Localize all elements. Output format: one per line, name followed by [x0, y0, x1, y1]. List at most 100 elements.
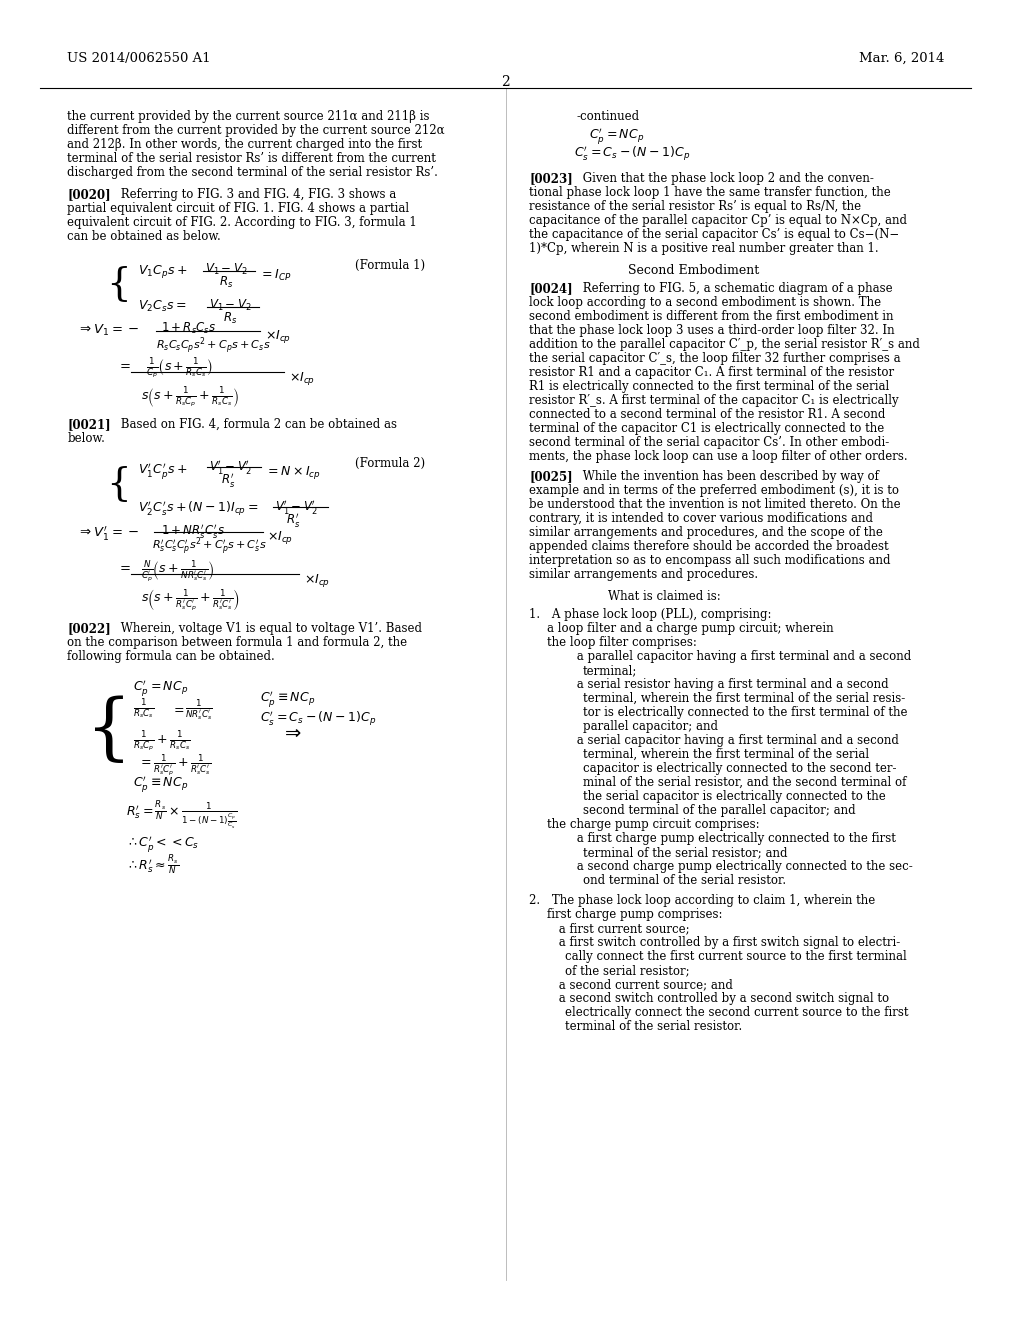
Text: [0021]: [0021] — [68, 418, 111, 432]
Text: the serial capacitor is electrically connected to the: the serial capacitor is electrically con… — [583, 789, 886, 803]
Text: $= I_{CP}$: $= I_{CP}$ — [259, 268, 291, 282]
Text: the charge pump circuit comprises:: the charge pump circuit comprises: — [547, 818, 760, 832]
Text: that the phase lock loop 3 uses a third-order loop filter 32. In: that the phase lock loop 3 uses a third-… — [529, 323, 895, 337]
Text: $R_s^{\prime}$: $R_s^{\prime}$ — [221, 471, 236, 488]
Text: Mar. 6, 2014: Mar. 6, 2014 — [859, 51, 944, 65]
Text: ments, the phase lock loop can use a loop filter of other orders.: ments, the phase lock loop can use a loo… — [529, 450, 908, 463]
Text: tional phase lock loop 1 have the same transfer function, the: tional phase lock loop 1 have the same t… — [529, 186, 891, 199]
Text: the current provided by the current source 211α and 211β is: the current provided by the current sour… — [68, 110, 430, 123]
Text: can be obtained as below.: can be obtained as below. — [68, 230, 221, 243]
Text: (Formula 1): (Formula 1) — [354, 259, 425, 272]
Text: appended claims therefore should be accorded the broadest: appended claims therefore should be acco… — [529, 540, 889, 553]
Text: {: { — [106, 265, 131, 302]
Text: a second current source; and: a second current source; and — [547, 978, 733, 991]
Text: a first current source;: a first current source; — [547, 921, 690, 935]
Text: $V_2 C_s s =$: $V_2 C_s s =$ — [138, 300, 186, 314]
Text: [0023]: [0023] — [529, 172, 573, 185]
Text: $R_s^{\prime} = \frac{R_s}{N} \times \frac{1}{1-(N-1)\frac{C_p}{C_s}}$: $R_s^{\prime} = \frac{R_s}{N} \times \fr… — [126, 799, 238, 830]
Text: a second charge pump electrically connected to the sec-: a second charge pump electrically connec… — [565, 861, 912, 873]
Text: Referring to FIG. 5, a schematic diagram of a phase: Referring to FIG. 5, a schematic diagram… — [570, 282, 893, 294]
Text: a serial resistor having a first terminal and a second: a serial resistor having a first termina… — [565, 678, 889, 690]
Text: terminal of the capacitor C1 is electrically connected to the: terminal of the capacitor C1 is electric… — [529, 422, 885, 436]
Text: partial equivalent circuit of FIG. 1. FIG. 4 shows a partial: partial equivalent circuit of FIG. 1. FI… — [68, 202, 410, 215]
Text: on the comparison between formula 1 and formula 2, the: on the comparison between formula 1 and … — [68, 636, 408, 649]
Text: $V_1^{\prime} C_p^{\prime} s +$: $V_1^{\prime} C_p^{\prime} s +$ — [138, 461, 187, 480]
Text: 1. A phase lock loop (PLL), comprising:: 1. A phase lock loop (PLL), comprising: — [529, 609, 772, 620]
Text: resistor R′_s. A first terminal of the capacitor C₁ is electrically: resistor R′_s. A first terminal of the c… — [529, 393, 899, 407]
Text: 2. The phase lock loop according to claim 1, wherein the: 2. The phase lock loop according to clai… — [529, 894, 876, 907]
Text: $\times I_{cp}$: $\times I_{cp}$ — [266, 529, 293, 546]
Text: a first switch controlled by a first switch signal to electri-: a first switch controlled by a first swi… — [547, 936, 900, 949]
Text: following formula can be obtained.: following formula can be obtained. — [68, 649, 274, 663]
Text: $1 + NR_s^{\prime} C_s^{\prime} s$: $1 + NR_s^{\prime} C_s^{\prime} s$ — [161, 521, 225, 540]
Text: $R_s^{\prime} C_s^{\prime} C_p^{\prime} s^2 + C_p^{\prime} s + C_s^{\prime} s$: $R_s^{\prime} C_s^{\prime} C_p^{\prime} … — [153, 536, 266, 558]
Text: $=$: $=$ — [171, 702, 184, 715]
Text: Second Embodiment: Second Embodiment — [628, 264, 760, 277]
Text: $\frac{1}{NR_s^{\prime} C_s^{\prime}}$: $\frac{1}{NR_s^{\prime} C_s^{\prime}}$ — [184, 698, 212, 723]
Text: While the invention has been described by way of: While the invention has been described b… — [570, 470, 879, 483]
Text: below.: below. — [68, 432, 105, 445]
Text: -continued: -continued — [577, 110, 640, 123]
Text: and 212β. In other words, the current charged into the first: and 212β. In other words, the current ch… — [68, 139, 422, 150]
Text: $C_p^{\prime} \equiv NC_p$: $C_p^{\prime} \equiv NC_p$ — [133, 774, 188, 793]
Text: $\times I_{cp}$: $\times I_{cp}$ — [290, 370, 315, 387]
Text: $\Rightarrow V_1 = -$: $\Rightarrow V_1 = -$ — [77, 323, 139, 338]
Text: $C_s^{\prime} = C_s - (N-1)C_p$: $C_s^{\prime} = C_s - (N-1)C_p$ — [260, 709, 376, 727]
Text: 1)*Cp, wherein N is a positive real number greater than 1.: 1)*Cp, wherein N is a positive real numb… — [529, 242, 879, 255]
Text: Given that the phase lock loop 2 and the conven-: Given that the phase lock loop 2 and the… — [570, 172, 873, 185]
Text: $C_s^{\prime} = C_s - (N-1)C_p$: $C_s^{\prime} = C_s - (N-1)C_p$ — [573, 144, 690, 162]
Text: {: { — [106, 466, 131, 503]
Text: $\frac{1}{R_s C_p} + \frac{1}{R_s C_s}$: $\frac{1}{R_s C_p} + \frac{1}{R_s C_s}$ — [133, 729, 191, 752]
Text: second embodiment is different from the first embodiment in: second embodiment is different from the … — [529, 310, 894, 323]
Text: discharged from the second terminal of the serial resistor Rs’.: discharged from the second terminal of t… — [68, 166, 438, 180]
Text: terminal;: terminal; — [583, 664, 637, 677]
Text: $\Rightarrow$: $\Rightarrow$ — [282, 723, 303, 742]
Text: parallel capacitor; and: parallel capacitor; and — [583, 719, 718, 733]
Text: similar arrangements and procedures.: similar arrangements and procedures. — [529, 568, 759, 581]
Text: $\therefore C_p^{\prime} << C_s$: $\therefore C_p^{\prime} << C_s$ — [126, 834, 200, 854]
Text: $V_1 - V_2$: $V_1 - V_2$ — [209, 298, 252, 313]
Text: [0025]: [0025] — [529, 470, 573, 483]
Text: a serial capacitor having a first terminal and a second: a serial capacitor having a first termin… — [565, 734, 899, 747]
Text: second terminal of the parallel capacitor; and: second terminal of the parallel capacito… — [583, 804, 855, 817]
Text: $C_p^{\prime} \equiv NC_p$: $C_p^{\prime} \equiv NC_p$ — [260, 689, 315, 709]
Text: $V_1 C_p s +$: $V_1 C_p s +$ — [138, 263, 187, 280]
Text: $s\left(s + \frac{1}{R_s^{\prime} C_p^{\prime}} + \frac{1}{R_s^{\prime} C_s^{\pr: $s\left(s + \frac{1}{R_s^{\prime} C_p^{\… — [141, 587, 241, 614]
Text: $R_s$: $R_s$ — [223, 312, 238, 326]
Text: [0024]: [0024] — [529, 282, 573, 294]
Text: (Formula 2): (Formula 2) — [354, 457, 425, 470]
Text: a parallel capacitor having a first terminal and a second: a parallel capacitor having a first term… — [565, 649, 911, 663]
Text: equivalent circuit of FIG. 2. According to FIG. 3, formula 1: equivalent circuit of FIG. 2. According … — [68, 216, 417, 228]
Text: $R_s^{\prime}$: $R_s^{\prime}$ — [287, 511, 301, 529]
Text: a loop filter and a charge pump circuit; wherein: a loop filter and a charge pump circuit;… — [547, 622, 834, 635]
Text: example and in terms of the preferred embodiment (s), it is to: example and in terms of the preferred em… — [529, 484, 899, 498]
Text: terminal of the serial resistor Rs’ is different from the current: terminal of the serial resistor Rs’ is d… — [68, 152, 436, 165]
Text: $C_p^{\prime} = NC_p$: $C_p^{\prime} = NC_p$ — [589, 125, 644, 147]
Text: $s\left(s + \frac{1}{R_s C_p} + \frac{1}{R_s C_s}\right)$: $s\left(s + \frac{1}{R_s C_p} + \frac{1}… — [141, 385, 240, 411]
Text: terminal, wherein the first terminal of the serial: terminal, wherein the first terminal of … — [583, 748, 868, 762]
Text: connected to a second terminal of the resistor R1. A second: connected to a second terminal of the re… — [529, 408, 886, 421]
Text: $= \frac{1}{R_s^{\prime} C_p^{\prime}} + \frac{1}{R_s^{\prime} C_s^{\prime}}$: $= \frac{1}{R_s^{\prime} C_p^{\prime}} +… — [138, 752, 211, 777]
Text: similar arrangements and procedures, and the scope of the: similar arrangements and procedures, and… — [529, 525, 884, 539]
Text: cally connect the first current source to the first terminal: cally connect the first current source t… — [565, 950, 906, 964]
Text: $V_1^{\prime} - V_2^{\prime}$: $V_1^{\prime} - V_2^{\prime}$ — [274, 498, 317, 516]
Text: 2: 2 — [502, 75, 510, 88]
Text: a second switch controlled by a second switch signal to: a second switch controlled by a second s… — [547, 993, 889, 1005]
Text: terminal, wherein the first terminal of the serial resis-: terminal, wherein the first terminal of … — [583, 692, 905, 705]
Text: resistance of the serial resistor Rs’ is equal to Rs/N, the: resistance of the serial resistor Rs’ is… — [529, 201, 861, 213]
Text: $=$: $=$ — [117, 560, 131, 573]
Text: [0022]: [0022] — [68, 622, 111, 635]
Text: What is claimed is:: What is claimed is: — [608, 590, 721, 603]
Text: Wherein, voltage V1 is equal to voltage V1’. Based: Wherein, voltage V1 is equal to voltage … — [109, 622, 422, 635]
Text: contrary, it is intended to cover various modifications and: contrary, it is intended to cover variou… — [529, 512, 873, 525]
Text: $R_s$: $R_s$ — [219, 275, 233, 290]
Text: $V_2^{\prime} C_s^{\prime} s + (N-1)I_{cp} =$: $V_2^{\prime} C_s^{\prime} s + (N-1)I_{c… — [138, 499, 259, 517]
Text: R1 is electrically connected to the first terminal of the serial: R1 is electrically connected to the firs… — [529, 380, 890, 393]
Text: $1 + R_s C_s s$: $1 + R_s C_s s$ — [161, 321, 216, 337]
Text: $\frac{N}{C_p^{\prime}}\left(s + \frac{1}{NR_s^{\prime} C_s^{\prime}}\right)$: $\frac{N}{C_p^{\prime}}\left(s + \frac{1… — [141, 558, 215, 583]
Text: capacitor is electrically connected to the second ter-: capacitor is electrically connected to t… — [583, 762, 896, 775]
Text: the loop filter comprises:: the loop filter comprises: — [547, 636, 697, 649]
Text: different from the current provided by the current source 212α: different from the current provided by t… — [68, 124, 444, 137]
Text: be understood that the invention is not limited thereto. On the: be understood that the invention is not … — [529, 498, 901, 511]
Text: terminal of the serial resistor; and: terminal of the serial resistor; and — [583, 846, 787, 859]
